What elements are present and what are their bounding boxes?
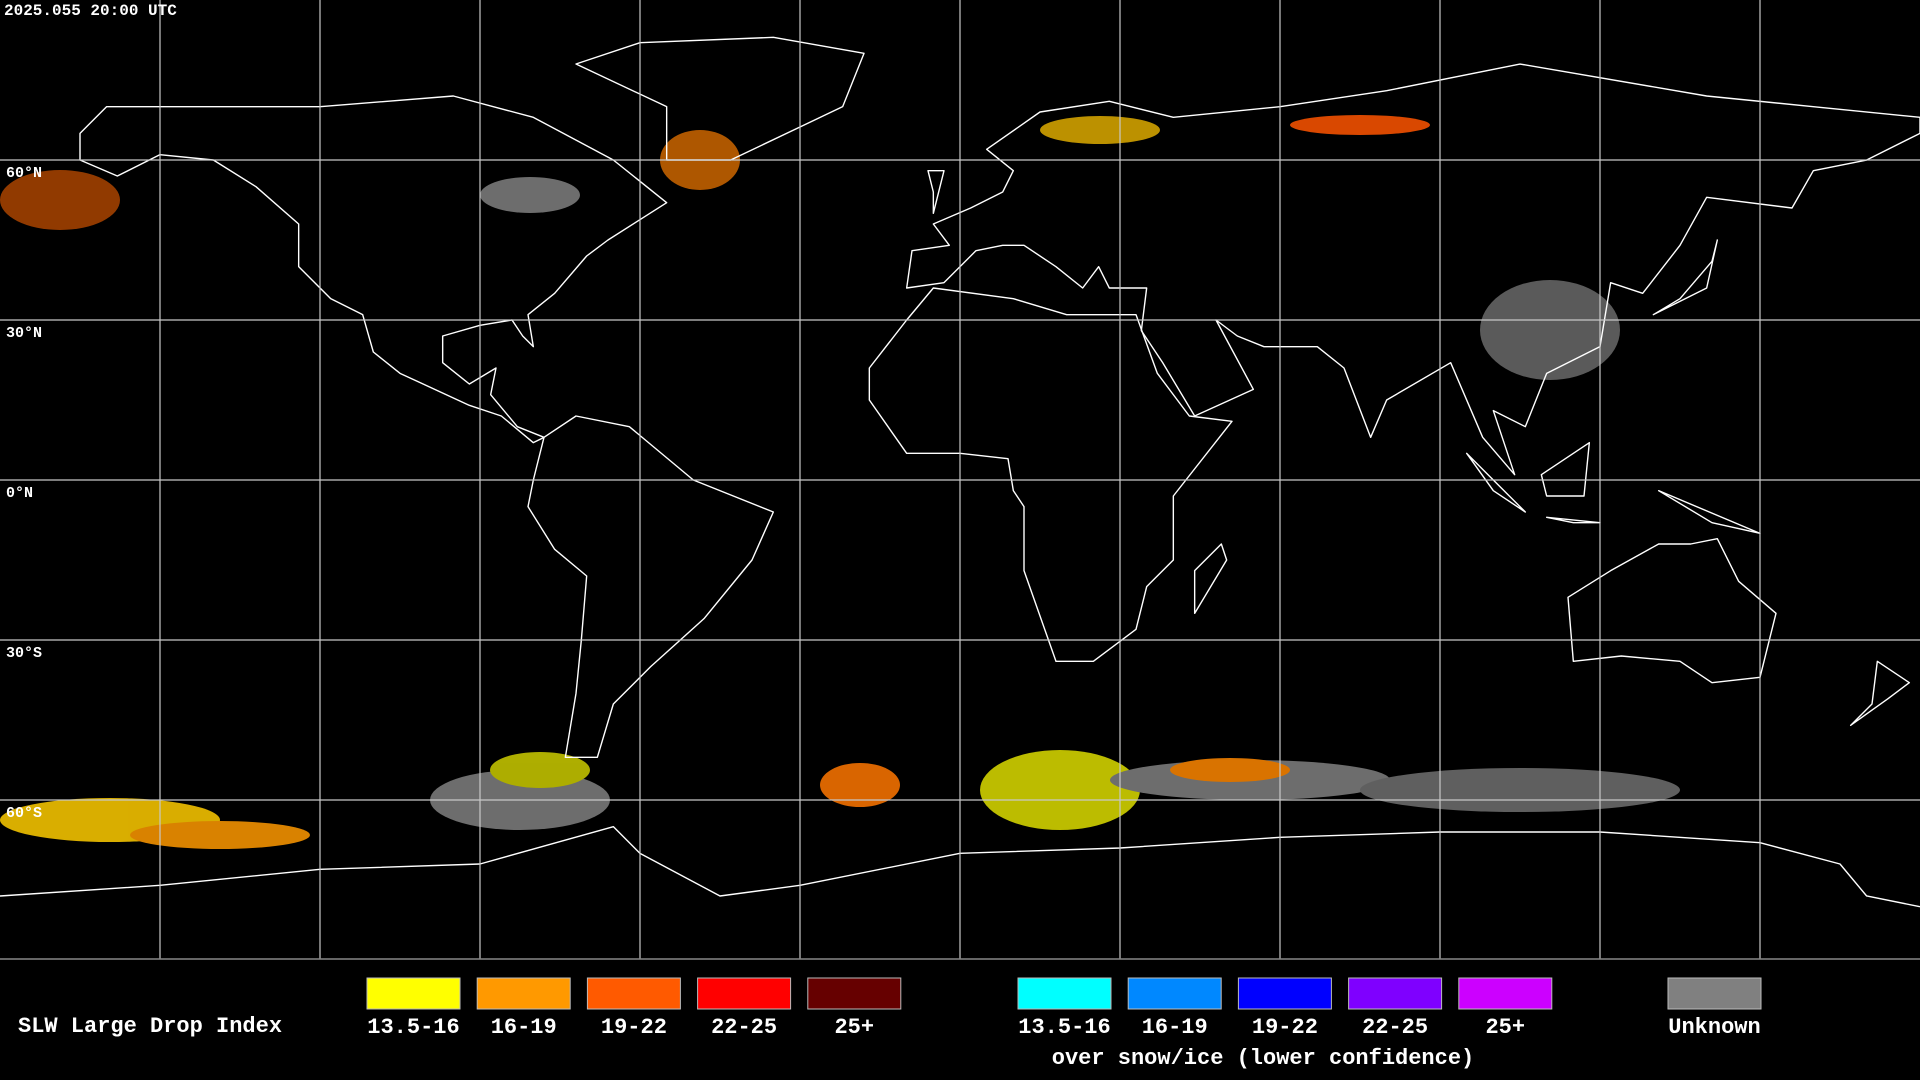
cloud-patch — [480, 177, 580, 213]
legend-title: SLW Large Drop Index — [18, 1014, 282, 1039]
snow-caption: over snow/ice (lower confidence) — [1052, 1046, 1474, 1071]
legend-label: 25+ — [1485, 1015, 1525, 1040]
timestamp: 2025.055 20:00 UTC — [4, 2, 177, 20]
legend-label: 25+ — [834, 1015, 874, 1040]
cloud-patch — [490, 752, 590, 788]
legend-swatch — [586, 977, 681, 1010]
latitude-labels: 60°N 30°N 0°N 30°S 60°S — [6, 165, 42, 822]
latitude-label: 30°N — [6, 325, 42, 342]
legend-label: 16-19 — [1142, 1015, 1208, 1040]
cloud-patch — [820, 763, 900, 807]
legend-swatch — [1458, 977, 1553, 1010]
legend-swatch — [476, 977, 571, 1010]
legend-swatch — [1127, 977, 1222, 1010]
coastline — [576, 37, 864, 160]
legend-swatch — [1237, 977, 1332, 1010]
coastline — [1568, 539, 1776, 683]
legend-swatch — [807, 977, 902, 1010]
legend-swatch — [366, 977, 461, 1010]
coastline — [869, 288, 1232, 661]
cloud-patch — [1290, 115, 1430, 135]
graticule — [0, 0, 1920, 959]
legend-label: 13.5-16 — [367, 1015, 459, 1040]
legend-label: 16-19 — [491, 1015, 557, 1040]
latitude-label: 0°N — [6, 485, 33, 502]
coastlines — [0, 37, 1920, 906]
legend-label: 19-22 — [1252, 1015, 1318, 1040]
legend-swatch — [1667, 977, 1762, 1010]
legend: SLW Large Drop Index over snow/ice (lowe… — [18, 977, 1762, 1071]
cloud-patch — [1480, 280, 1620, 380]
legend-label: 19-22 — [601, 1015, 667, 1040]
coastline — [928, 171, 1909, 726]
coastline — [80, 96, 667, 443]
legend-label: 13.5-16 — [1018, 1015, 1110, 1040]
latitude-label: 30°S — [6, 645, 42, 662]
latitude-label: 60°S — [6, 805, 42, 822]
latitude-label: 60°N — [6, 165, 42, 182]
legend-label: 22-25 — [1362, 1015, 1428, 1040]
cloud-patch — [1170, 758, 1290, 782]
legend-swatch — [1017, 977, 1112, 1010]
legend-swatch — [1348, 977, 1443, 1010]
coastline — [528, 416, 773, 757]
legend-label: Unknown — [1668, 1015, 1760, 1040]
cloud-patch — [980, 750, 1140, 830]
coastline — [907, 64, 1920, 475]
legend-label: 22-25 — [711, 1015, 777, 1040]
cloud-patch — [0, 170, 120, 230]
cloud-patch — [1360, 768, 1680, 812]
legend-swatch — [697, 977, 792, 1010]
cloud-patch — [1040, 116, 1160, 144]
cloud-patch — [130, 821, 310, 849]
